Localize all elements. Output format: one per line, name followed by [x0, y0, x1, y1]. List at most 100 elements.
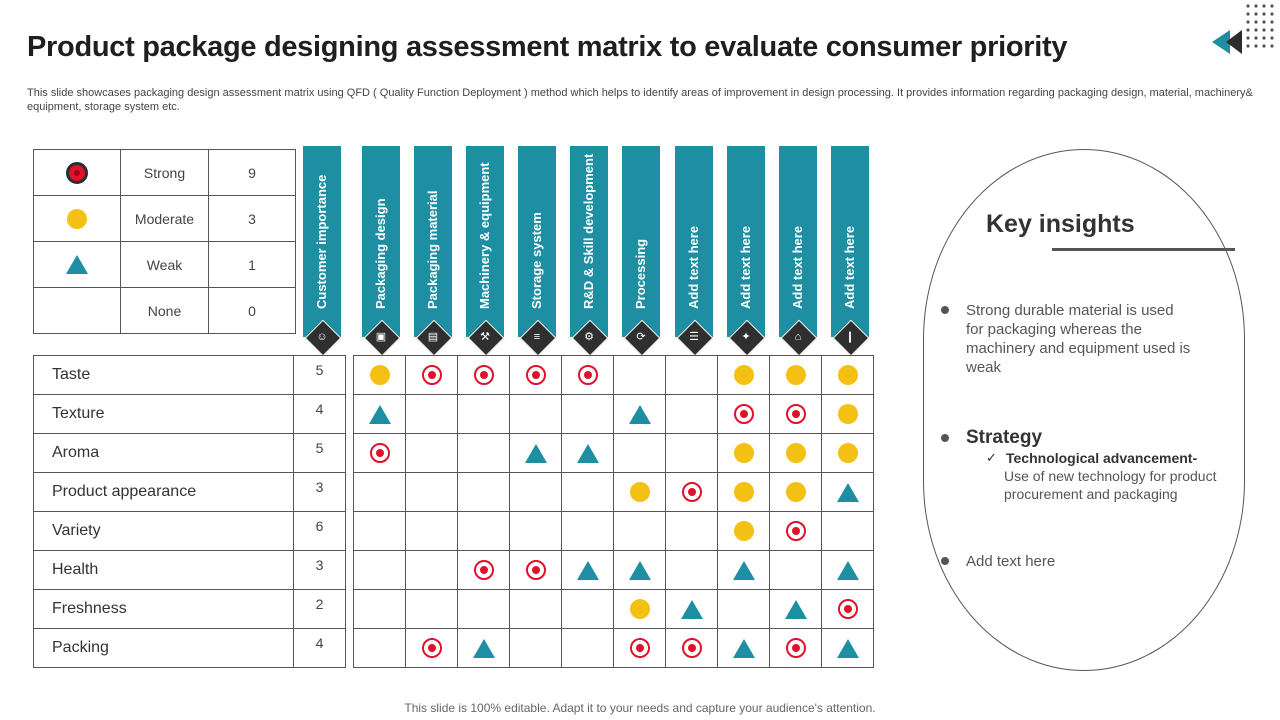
page-subtitle: This slide showcases packaging design as…	[27, 87, 1253, 113]
matrix-row: Product appearance 3	[33, 472, 874, 512]
moderate-icon	[733, 443, 754, 463]
weak-icon	[576, 560, 599, 580]
matrix-cell	[457, 550, 510, 590]
spacer	[346, 395, 354, 434]
matrix-cell	[717, 550, 770, 590]
footer-note: This slide is 100% editable. Adapt it to…	[404, 701, 876, 715]
matrix-cell	[353, 472, 406, 512]
matrix-cell	[717, 394, 770, 434]
matrix-row: Health 3	[33, 550, 874, 590]
spacer	[346, 551, 354, 590]
matrix-cell	[769, 394, 822, 434]
weak-icon	[368, 404, 391, 424]
matrix-cell	[821, 433, 874, 473]
matrix-cell	[457, 589, 510, 629]
matrix-cell	[821, 589, 874, 629]
matrix-cell	[405, 472, 458, 512]
strategy-item-description: Use of new technology for product procur…	[1004, 468, 1217, 502]
matrix-cell	[561, 433, 614, 473]
moderate-icon	[369, 365, 390, 385]
matrix-cell	[561, 628, 614, 668]
strong-icon	[681, 638, 702, 658]
matrix-cell	[665, 589, 718, 629]
moderate-icon	[837, 404, 858, 424]
column-header: Storage system ≡	[518, 146, 557, 357]
moderate-icon	[785, 365, 806, 385]
matrix-cell	[613, 355, 666, 395]
column-header-label: Storage system	[529, 212, 544, 309]
weak-icon	[732, 560, 755, 580]
legend-row: Moderate 3	[33, 195, 296, 242]
matrix-cell	[353, 355, 406, 395]
column-header: Machinery & equipment ⚒	[466, 146, 505, 357]
matrix-cell	[405, 628, 458, 668]
strong-icon	[421, 638, 442, 658]
importance-value: 3	[293, 472, 346, 512]
matrix-cell	[613, 628, 666, 668]
importance-value: 4	[293, 628, 346, 668]
strong-icon	[525, 365, 546, 385]
matrix-cell	[509, 511, 562, 551]
document-icon: ☰	[689, 331, 699, 343]
matrix-cell	[353, 394, 406, 434]
matrix-cell	[717, 589, 770, 629]
weak-icon	[66, 255, 88, 274]
matrix-cell	[457, 511, 510, 551]
matrix-cell	[457, 472, 510, 512]
legend-label: None	[120, 287, 209, 334]
strong-icon	[577, 365, 598, 385]
matrix-cell	[821, 472, 874, 512]
column-header-label: Packaging material	[425, 190, 440, 310]
weak-icon	[836, 560, 859, 580]
network-icon: ✦	[741, 331, 751, 343]
matrix-cell	[509, 394, 562, 434]
corner-decoration-icon	[1212, 4, 1274, 54]
matrix-row: Aroma 5	[33, 433, 874, 473]
matrix-cell	[561, 394, 614, 434]
column-header-label: Processing	[633, 238, 648, 309]
matrix-cell	[457, 628, 510, 668]
matrix-row: Freshness 2	[33, 589, 874, 629]
importance-value: 5	[293, 355, 346, 395]
spacer	[346, 473, 354, 512]
people-icon: ☺	[316, 331, 328, 343]
attribute-label: Variety	[33, 511, 294, 551]
matrix-cell	[717, 472, 770, 512]
matrix-cell	[613, 511, 666, 551]
moderate-icon	[67, 208, 87, 229]
strong-icon	[629, 638, 650, 658]
matrix-cell	[821, 394, 874, 434]
matrix-cell	[821, 550, 874, 590]
strong-icon	[681, 482, 702, 502]
matrix-cell	[509, 628, 562, 668]
matrix-cell	[665, 433, 718, 473]
legend-value: 0	[208, 287, 296, 334]
matrix-cell	[769, 628, 822, 668]
matrix-cell	[509, 433, 562, 473]
database-icon: ≡	[533, 331, 541, 343]
weak-icon	[836, 638, 859, 658]
matrix-cell	[613, 433, 666, 473]
weak-icon	[836, 482, 859, 502]
matrix-cell	[665, 355, 718, 395]
moderate-icon	[785, 482, 806, 502]
matrix-cell	[613, 550, 666, 590]
column-header-label: Add text here	[738, 225, 753, 309]
weak-icon	[784, 599, 807, 619]
matrix-cell	[561, 589, 614, 629]
matrix-row: Taste 5	[33, 355, 874, 395]
column-header: Processing ⟳	[622, 146, 661, 357]
strategy-title: Strategy	[966, 427, 1043, 448]
moderate-icon	[733, 521, 754, 541]
matrix-cell	[665, 394, 718, 434]
matrix-cell	[717, 511, 770, 551]
bullet-icon	[941, 434, 949, 442]
matrix-cell	[561, 355, 614, 395]
importance-value: 4	[293, 394, 346, 434]
moderate-icon	[785, 443, 806, 463]
strong-icon	[473, 560, 494, 580]
spacer	[346, 356, 354, 395]
matrix-cell	[821, 628, 874, 668]
strong-icon	[421, 365, 442, 385]
matrix-cell	[457, 355, 510, 395]
